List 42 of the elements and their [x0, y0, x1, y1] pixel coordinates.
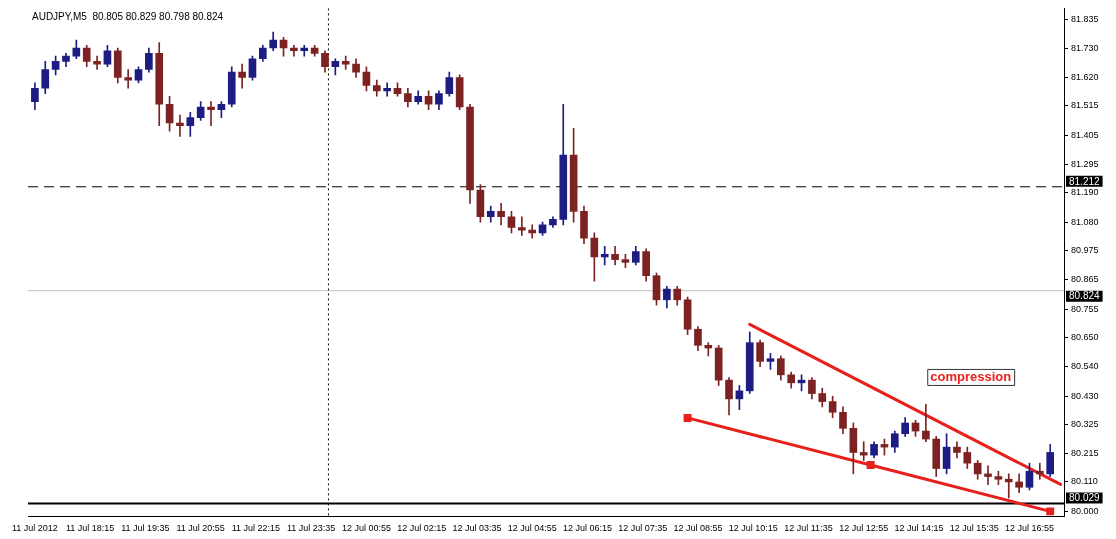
- y-tick-label: 80.325: [1071, 418, 1099, 429]
- y-tick-label: 81.295: [1071, 159, 1099, 170]
- y-tick-label: 81.835: [1071, 14, 1099, 25]
- x-tick-label: 11 Jul 18:15: [65, 523, 115, 534]
- x-tick-label: 12 Jul 06:15: [562, 523, 612, 534]
- x-tick-label: 12 Jul 04:55: [507, 523, 557, 534]
- y-tick-label: 80.865: [1071, 274, 1099, 285]
- x-tick-label: 12 Jul 00:55: [341, 523, 391, 534]
- y-tick-label: 81.730: [1071, 42, 1099, 53]
- x-tick-label: 12 Jul 16:55: [1004, 523, 1054, 534]
- annotation: compression: [930, 369, 1012, 385]
- y-tick-label: 81.515: [1071, 100, 1099, 111]
- y-tick-label: 80.650: [1071, 331, 1099, 342]
- y-tick-label: 81.405: [1071, 129, 1099, 140]
- ref-line-label: 81.212: [1069, 175, 1101, 187]
- x-tick-label: 12 Jul 12:55: [839, 523, 889, 534]
- ref-line-label: 80.824: [1069, 290, 1101, 302]
- y-tick-label: 81.080: [1071, 216, 1099, 227]
- y-tick-label: 80.000: [1071, 505, 1099, 516]
- x-tick-label: 12 Jul 08:55: [673, 523, 723, 534]
- y-tick-label: 80.215: [1071, 448, 1099, 459]
- x-tick-label: 12 Jul 11:35: [784, 523, 833, 534]
- ref-line-label: 80.029: [1069, 492, 1101, 504]
- x-tick-label: 12 Jul 07:35: [618, 523, 668, 534]
- y-tick-label: 80.755: [1071, 303, 1099, 314]
- x-tick-label: 11 Jul 19:35: [121, 523, 170, 534]
- x-tick-label: 12 Jul 15:35: [949, 523, 999, 534]
- x-tick-label: 12 Jul 14:15: [894, 523, 944, 534]
- y-tick-label: 80.110: [1071, 476, 1098, 487]
- x-tick-label: 12 Jul 10:15: [728, 523, 778, 534]
- x-tick-label: 11 Jul 20:55: [176, 523, 225, 534]
- y-tick-label: 80.975: [1071, 244, 1099, 255]
- x-tick-label: 12 Jul 02:15: [397, 523, 447, 534]
- x-tick-label: 11 Jul 2012: [11, 523, 58, 534]
- chart-title: AUDJPY,M5 80.805 80.829 80.798 80.824: [32, 11, 224, 23]
- y-tick-label: 80.540: [1071, 361, 1099, 372]
- y-tick-label: 80.430: [1071, 390, 1099, 401]
- x-tick-label: 11 Jul 23:35: [286, 523, 336, 534]
- y-tick-label: 81.190: [1071, 187, 1099, 198]
- x-tick-label: 12 Jul 03:35: [452, 523, 502, 534]
- y-tick-label: 81.620: [1071, 71, 1099, 82]
- x-tick-label: 11 Jul 22:15: [231, 523, 281, 534]
